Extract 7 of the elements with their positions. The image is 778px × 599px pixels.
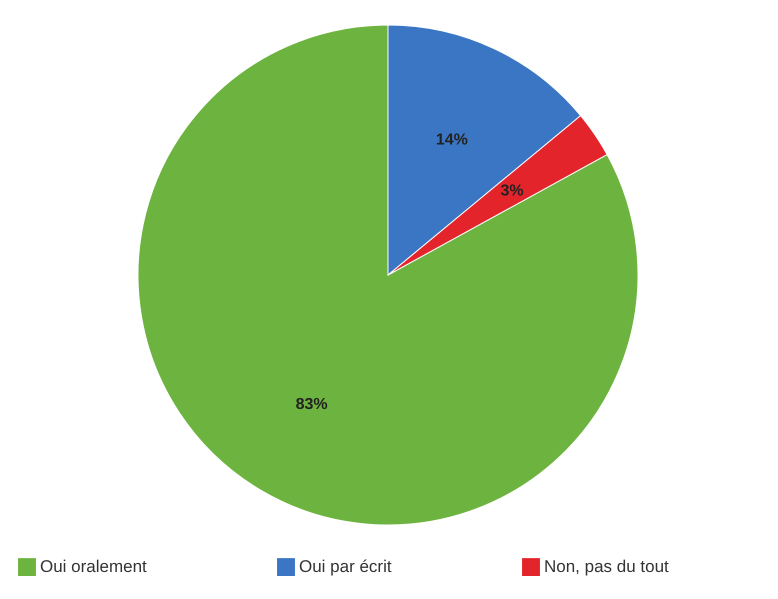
legend-label: Oui oralement xyxy=(40,557,148,576)
data-label: 3% xyxy=(500,182,524,200)
legend-label: Oui par écrit xyxy=(299,557,392,576)
data-label: 14% xyxy=(436,131,468,148)
data-label: 83% xyxy=(296,396,328,414)
pie-slice xyxy=(138,24,638,526)
legend-label: Non, pas du tout xyxy=(544,557,670,576)
